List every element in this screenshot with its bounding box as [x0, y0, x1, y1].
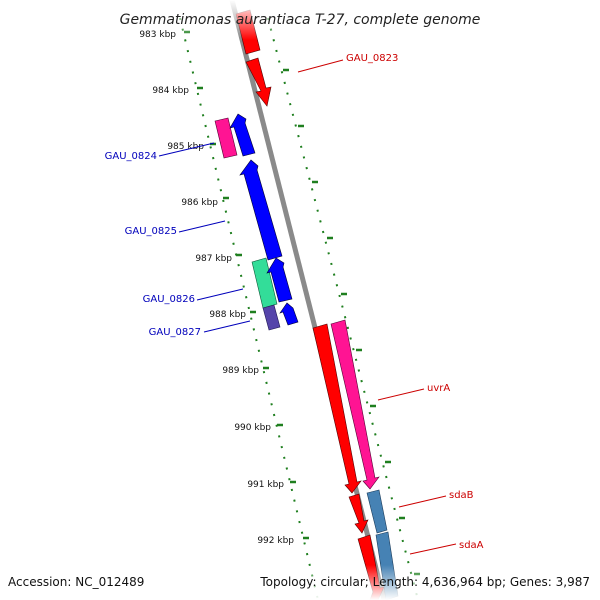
label-gau-0824: GAU_0824 [105, 151, 157, 162]
right-tick-track [267, 17, 419, 600]
label-sdaa: sdaA [459, 540, 484, 551]
reverse-leader-lines [158, 142, 251, 333]
gene-gau-0827[interactable] [262, 304, 281, 331]
leader-gau-0824 [158, 142, 215, 157]
top-fade [0, 0, 600, 40]
label-sdab: sdaB [449, 490, 474, 501]
forward-genes [235, 9, 399, 600]
label-gau-0825: GAU_0825 [125, 226, 177, 237]
leader-gau-0827 [203, 320, 251, 333]
accession-text: Accession: NC_012489 [8, 575, 144, 589]
tick-label-988: 988 kbp [209, 310, 246, 320]
bottom-fade [0, 565, 600, 600]
tick-label-983: 983 kbp [139, 30, 176, 40]
label-gau-0823: GAU_0823 [346, 53, 398, 64]
gene-sdab[interactable] [348, 493, 369, 534]
leader-sdab [398, 495, 447, 508]
tick-label-985: 985 kbp [167, 142, 204, 152]
left-major-ticks [184, 30, 309, 540]
forward-leader-lines [297, 59, 457, 555]
leader-gau-0823 [297, 59, 344, 73]
leader-gau-0825 [178, 220, 226, 233]
gene-gau-0826-blue[interactable] [266, 257, 293, 303]
gene-uvra[interactable] [312, 323, 362, 494]
gene-gau-0827-blue[interactable] [279, 302, 299, 326]
label-gau-0827: GAU_0827 [149, 327, 201, 338]
tick-label-992: 992 kbp [257, 536, 294, 546]
left-tick-track [179, 17, 319, 600]
gene-gau-0825[interactable] [239, 159, 283, 261]
topology-text: Topology: circular; Length: 4,636,964 bp… [259, 575, 590, 589]
tick-label-984: 984 kbp [152, 86, 189, 96]
gene-uvra-magenta[interactable] [330, 319, 380, 490]
gene-sdab-steel[interactable] [366, 489, 388, 534]
gene-gau-0824-magenta[interactable] [214, 117, 238, 159]
label-uvra: uvrA [427, 383, 450, 394]
tick-label-989: 989 kbp [222, 366, 259, 376]
leader-gau-0826 [196, 288, 244, 301]
gene-gau-0824[interactable] [229, 113, 256, 157]
tick-label-990: 990 kbp [234, 423, 271, 433]
label-gau-0826: GAU_0826 [143, 294, 195, 305]
leader-sdaa [409, 543, 457, 555]
leader-uvra [377, 388, 425, 401]
tick-label-987: 987 kbp [195, 254, 232, 264]
gene-gau-0823[interactable] [245, 57, 272, 107]
tick-label-986: 986 kbp [181, 198, 218, 208]
map-title: Gemmatimonas aurantiaca T-27, complete g… [120, 12, 481, 28]
reverse-genes [214, 113, 299, 331]
tick-label-991: 991 kbp [247, 480, 284, 490]
gene-gau-0826[interactable] [251, 257, 278, 309]
